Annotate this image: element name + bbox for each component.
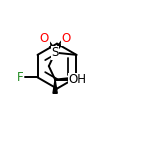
- Polygon shape: [53, 80, 57, 93]
- Text: F: F: [17, 71, 24, 84]
- Text: S: S: [51, 46, 59, 59]
- Text: OH: OH: [69, 73, 87, 86]
- Text: O: O: [40, 32, 49, 45]
- Text: O: O: [61, 32, 70, 45]
